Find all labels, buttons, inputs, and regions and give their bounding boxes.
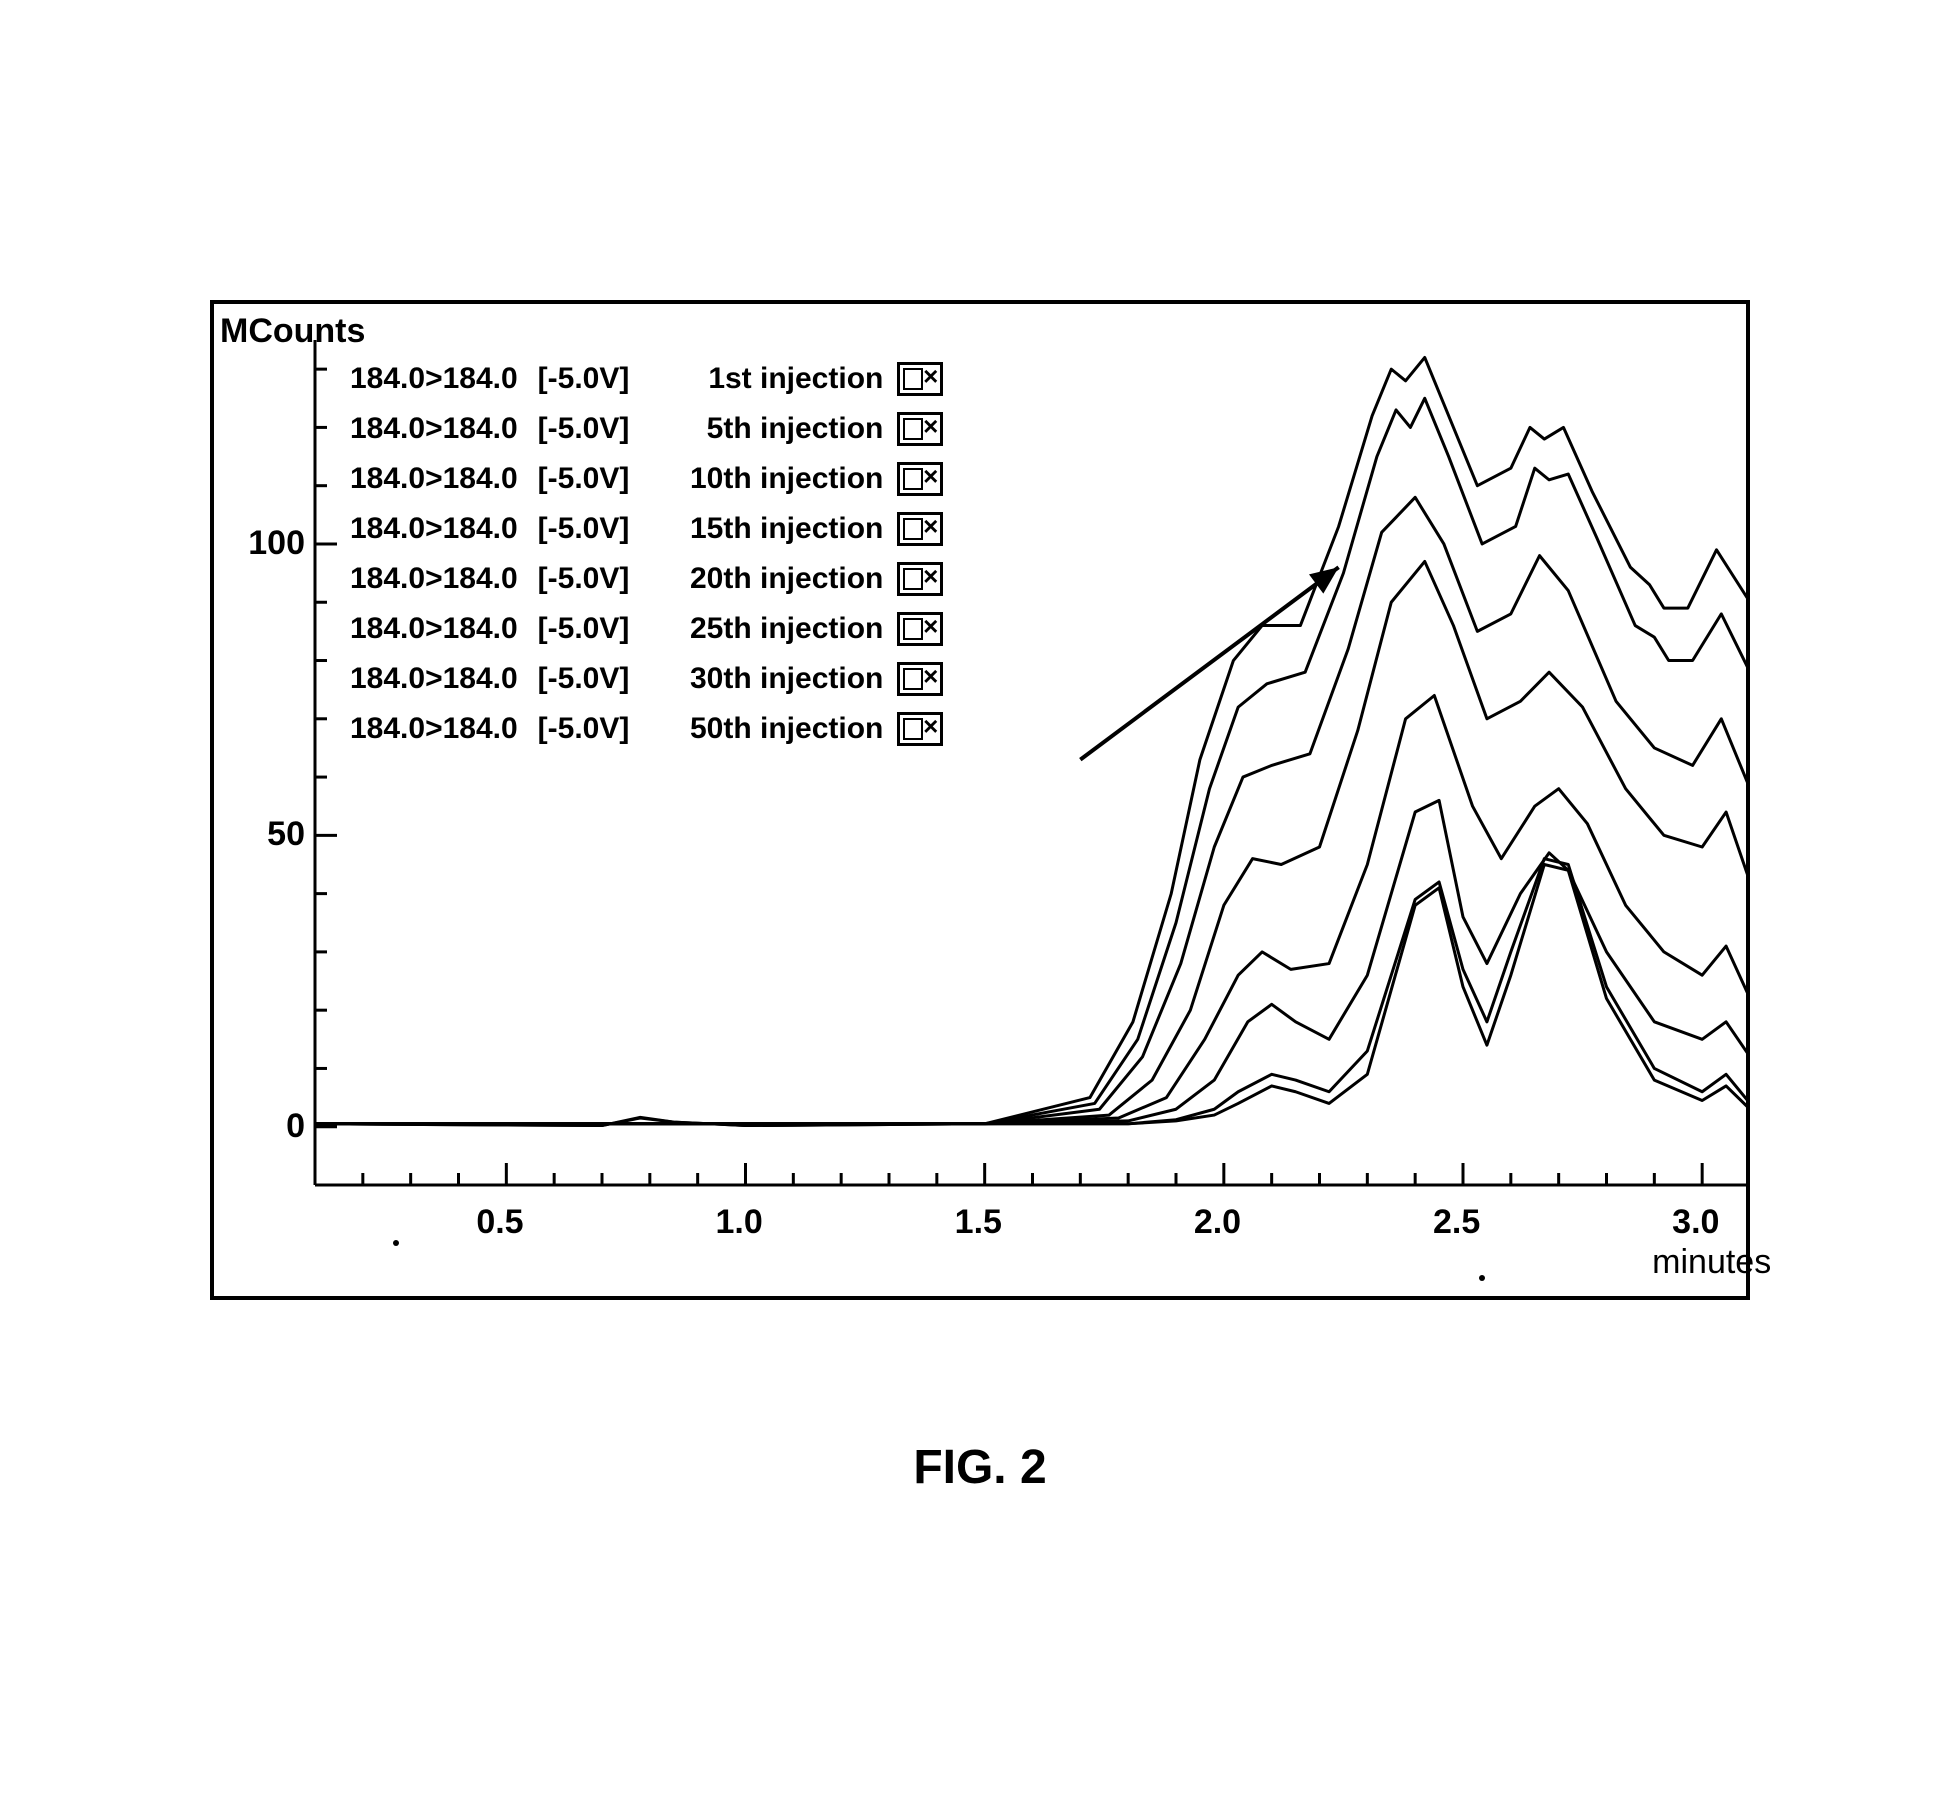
- x-tick-label: 2.0: [1194, 1203, 1241, 1242]
- legend-voltage: [-5.0V]: [538, 562, 630, 596]
- legend-voltage: [-5.0V]: [538, 412, 630, 446]
- y-tick-label: 50: [235, 815, 305, 854]
- legend-transition: 184.0>184.0: [350, 562, 518, 596]
- legend-row: 184.0>184.0 [-5.0V] 15th injection: [350, 512, 943, 546]
- legend-transition: 184.0>184.0: [350, 462, 518, 496]
- legend-voltage: [-5.0V]: [538, 712, 630, 746]
- legend-label: 25th injection: [673, 612, 883, 646]
- legend-series-icon: [897, 412, 943, 446]
- legend-series-icon: [897, 712, 943, 746]
- legend-voltage: [-5.0V]: [538, 512, 630, 546]
- legend-transition: 184.0>184.0: [350, 662, 518, 696]
- legend-row: 184.0>184.0 [-5.0V] 1st injection: [350, 362, 943, 396]
- legend-voltage: [-5.0V]: [538, 462, 630, 496]
- legend-transition: 184.0>184.0: [350, 512, 518, 546]
- x-tick-label: 1.0: [716, 1203, 763, 1242]
- legend-row: 184.0>184.0 [-5.0V] 20th injection: [350, 562, 943, 596]
- legend-row: 184.0>184.0 [-5.0V] 5th injection: [350, 412, 943, 446]
- legend-series-icon: [897, 462, 943, 496]
- legend-row: 184.0>184.0 [-5.0V] 50th injection: [350, 712, 943, 746]
- legend-voltage: [-5.0V]: [538, 612, 630, 646]
- legend-label: 1st injection: [673, 362, 883, 396]
- legend-row: 184.0>184.0 [-5.0V] 30th injection: [350, 662, 943, 696]
- legend-voltage: [-5.0V]: [538, 662, 630, 696]
- y-tick-label: 100: [235, 524, 305, 563]
- legend-transition: 184.0>184.0: [350, 612, 518, 646]
- legend-row: 184.0>184.0 [-5.0V] 10th injection: [350, 462, 943, 496]
- legend-transition: 184.0>184.0: [350, 362, 518, 396]
- chart-area: 184.0>184.0[-5.0V]1st injection184.0>184…: [210, 300, 1750, 1300]
- legend-label: 20th injection: [673, 562, 883, 596]
- legend-row: 184.0>184.0 [-5.0V] 25th injection: [350, 612, 943, 646]
- page: 184.0>184.0[-5.0V]1st injection184.0>184…: [0, 0, 1943, 1804]
- legend-series-icon: [897, 362, 943, 396]
- legend-transition: 184.0>184.0: [350, 712, 518, 746]
- legend-transition: 184.0>184.0: [350, 412, 518, 446]
- x-tick-label: 2.5: [1433, 1203, 1480, 1242]
- y-axis-label: MCounts: [220, 312, 365, 351]
- legend-label: 15th injection: [673, 512, 883, 546]
- x-tick-label: 1.5: [955, 1203, 1002, 1242]
- figure-caption: FIG. 2: [830, 1440, 1130, 1495]
- legend-label: 10th injection: [673, 462, 883, 496]
- legend-label: 30th injection: [673, 662, 883, 696]
- y-tick-label: 0: [235, 1107, 305, 1146]
- legend-voltage: [-5.0V]: [538, 362, 630, 396]
- x-tick-label: 3.0: [1672, 1203, 1719, 1242]
- legend-series-icon: [897, 662, 943, 696]
- legend: 184.0>184.0[-5.0V]1st injection184.0>184…: [350, 362, 943, 762]
- legend-label: 50th injection: [673, 712, 883, 746]
- legend-series-icon: [897, 512, 943, 546]
- legend-label: 5th injection: [673, 412, 883, 446]
- legend-series-icon: [897, 612, 943, 646]
- x-tick-label: 0.5: [476, 1203, 523, 1242]
- x-axis-label: minutes: [1652, 1243, 1771, 1282]
- legend-series-icon: [897, 562, 943, 596]
